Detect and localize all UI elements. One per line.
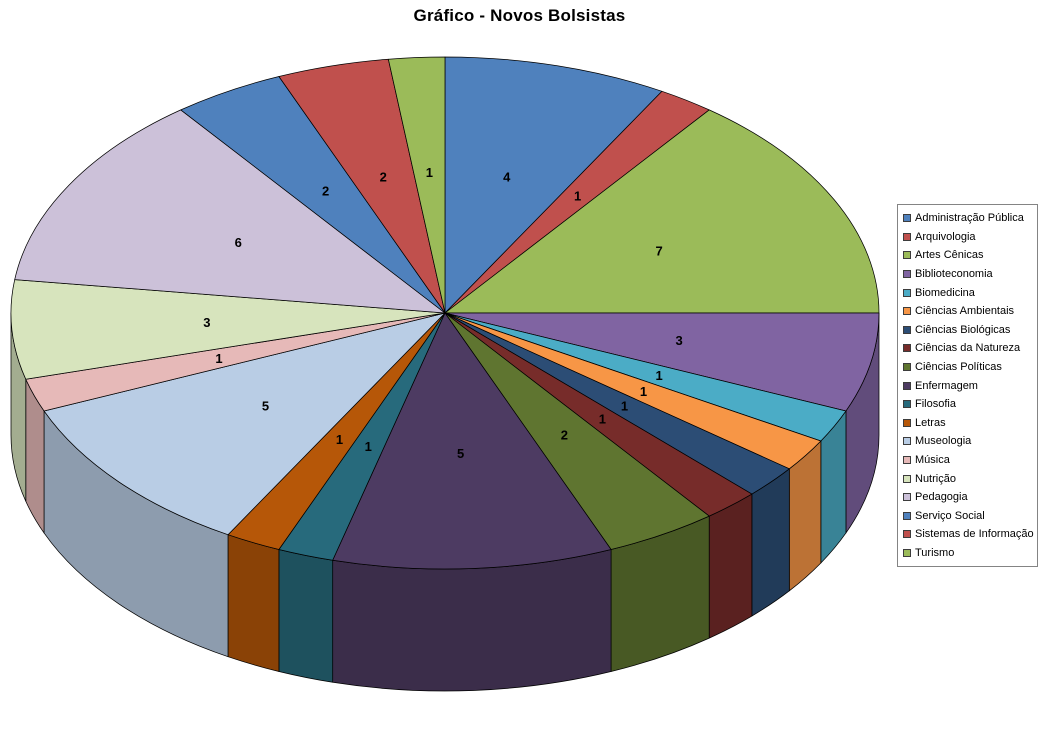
legend-swatch xyxy=(903,493,911,502)
data-label-4: 1 xyxy=(655,368,662,383)
legend-swatch xyxy=(903,307,911,316)
data-label-10: 1 xyxy=(365,439,372,454)
legend-item: Música xyxy=(900,451,1035,470)
legend-label: Ciências Ambientais xyxy=(915,305,1015,318)
data-label-3: 3 xyxy=(675,333,682,348)
data-label-8: 2 xyxy=(561,427,568,442)
legend-swatch xyxy=(903,363,911,372)
data-label-15: 6 xyxy=(235,235,242,250)
pie-slice-9 xyxy=(332,312,612,570)
legend-label: Sistemas de Informação xyxy=(915,528,1034,541)
legend-item: Biblioteconomia xyxy=(900,265,1035,284)
legend-swatch xyxy=(903,381,911,390)
pie-slice-wall-10 xyxy=(278,549,334,683)
legend-item: Museologia xyxy=(900,432,1035,451)
legend-item: Ciências da Natureza xyxy=(900,339,1035,358)
legend-label: Serviço Social xyxy=(915,509,985,522)
pie-slice-wall-9 xyxy=(332,549,612,692)
legend-swatch xyxy=(903,400,911,409)
data-label-14: 3 xyxy=(203,315,210,330)
pie-slice-wall-7 xyxy=(708,493,753,639)
legend-label: Nutrição xyxy=(915,472,956,485)
chart-title: Gráfico - Novos Bolsistas xyxy=(413,6,626,25)
pie-slice-3 xyxy=(444,312,880,412)
legend-item: Administração Pública xyxy=(900,209,1035,228)
legend-swatch xyxy=(903,511,911,520)
data-label-16: 2 xyxy=(322,184,329,199)
legend-swatch xyxy=(903,474,911,483)
legend-item: Filosofia xyxy=(900,395,1035,414)
legend-label: Letras xyxy=(915,416,946,429)
legend-label: Música xyxy=(915,454,950,467)
legend-item: Arquivologia xyxy=(900,228,1035,247)
legend-item: Serviço Social xyxy=(900,507,1035,526)
legend-swatch xyxy=(903,214,911,223)
data-label-7: 1 xyxy=(599,411,606,426)
pie-slice-12 xyxy=(43,312,446,536)
legend-item: Artes Cênicas xyxy=(900,246,1035,265)
legend-swatch xyxy=(903,325,911,334)
legend-swatch xyxy=(903,530,911,539)
pie-slice-14 xyxy=(10,279,446,380)
data-label-6: 1 xyxy=(621,398,628,413)
legend-label: Pedagogia xyxy=(915,491,968,504)
legend-label: Museologia xyxy=(915,435,972,448)
legend-item: Biomedicina xyxy=(900,283,1035,302)
chart-legend: Administração Pública Arquivologia Artes C… xyxy=(897,204,1038,568)
data-label-17: 2 xyxy=(380,170,387,185)
data-label-13: 1 xyxy=(215,351,222,366)
legend-label: Biomedicina xyxy=(915,286,975,299)
legend-swatch xyxy=(903,344,911,353)
legend-label: Ciências da Natureza xyxy=(915,342,1021,355)
legend-label: Administração Pública xyxy=(915,212,1024,225)
legend-item: Turismo xyxy=(900,544,1035,563)
pie-slice-15 xyxy=(14,109,446,314)
legend-swatch xyxy=(903,288,911,297)
data-label-12: 5 xyxy=(262,398,269,413)
legend-label: Biblioteconomia xyxy=(915,268,993,281)
legend-item: Letras xyxy=(900,414,1035,433)
data-label-11: 1 xyxy=(336,432,343,447)
legend-item: Ciências Políticas xyxy=(900,358,1035,377)
legend-swatch xyxy=(903,270,911,279)
legend-item: Pedagogia xyxy=(900,488,1035,507)
pie-slice-2 xyxy=(444,109,880,314)
pie-slice-18 xyxy=(387,56,446,314)
data-label-1: 1 xyxy=(574,188,581,203)
legend-swatch xyxy=(903,251,911,260)
legend-item: Sistemas de Informação xyxy=(900,525,1035,544)
pie-slice-0 xyxy=(444,56,663,314)
legend-label: Filosofia xyxy=(915,398,956,411)
legend-swatch xyxy=(903,437,911,446)
legend-item: Ciências Ambientais xyxy=(900,302,1035,321)
legend-label: Turismo xyxy=(915,546,955,559)
legend-item: Nutrição xyxy=(900,469,1035,488)
legend-label: Ciências Biológicas xyxy=(915,323,1011,336)
data-label-2: 7 xyxy=(655,243,662,258)
legend-swatch xyxy=(903,232,911,241)
pie-slice-wall-11 xyxy=(227,534,280,672)
data-label-5: 1 xyxy=(640,384,647,399)
data-label-18: 1 xyxy=(426,165,433,180)
legend-label: Ciências Políticas xyxy=(915,361,1002,374)
legend-label: Artes Cênicas xyxy=(915,249,984,262)
legend-swatch xyxy=(903,548,911,557)
data-label-9: 5 xyxy=(457,446,464,461)
legend-item: Enfermagem xyxy=(900,376,1035,395)
legend-swatch xyxy=(903,418,911,427)
data-label-0: 4 xyxy=(503,170,511,185)
legend-item: Ciências Biológicas xyxy=(900,321,1035,340)
legend-label: Enfermagem xyxy=(915,379,978,392)
legend-label: Arquivologia xyxy=(915,230,976,243)
legend-swatch xyxy=(903,456,911,465)
